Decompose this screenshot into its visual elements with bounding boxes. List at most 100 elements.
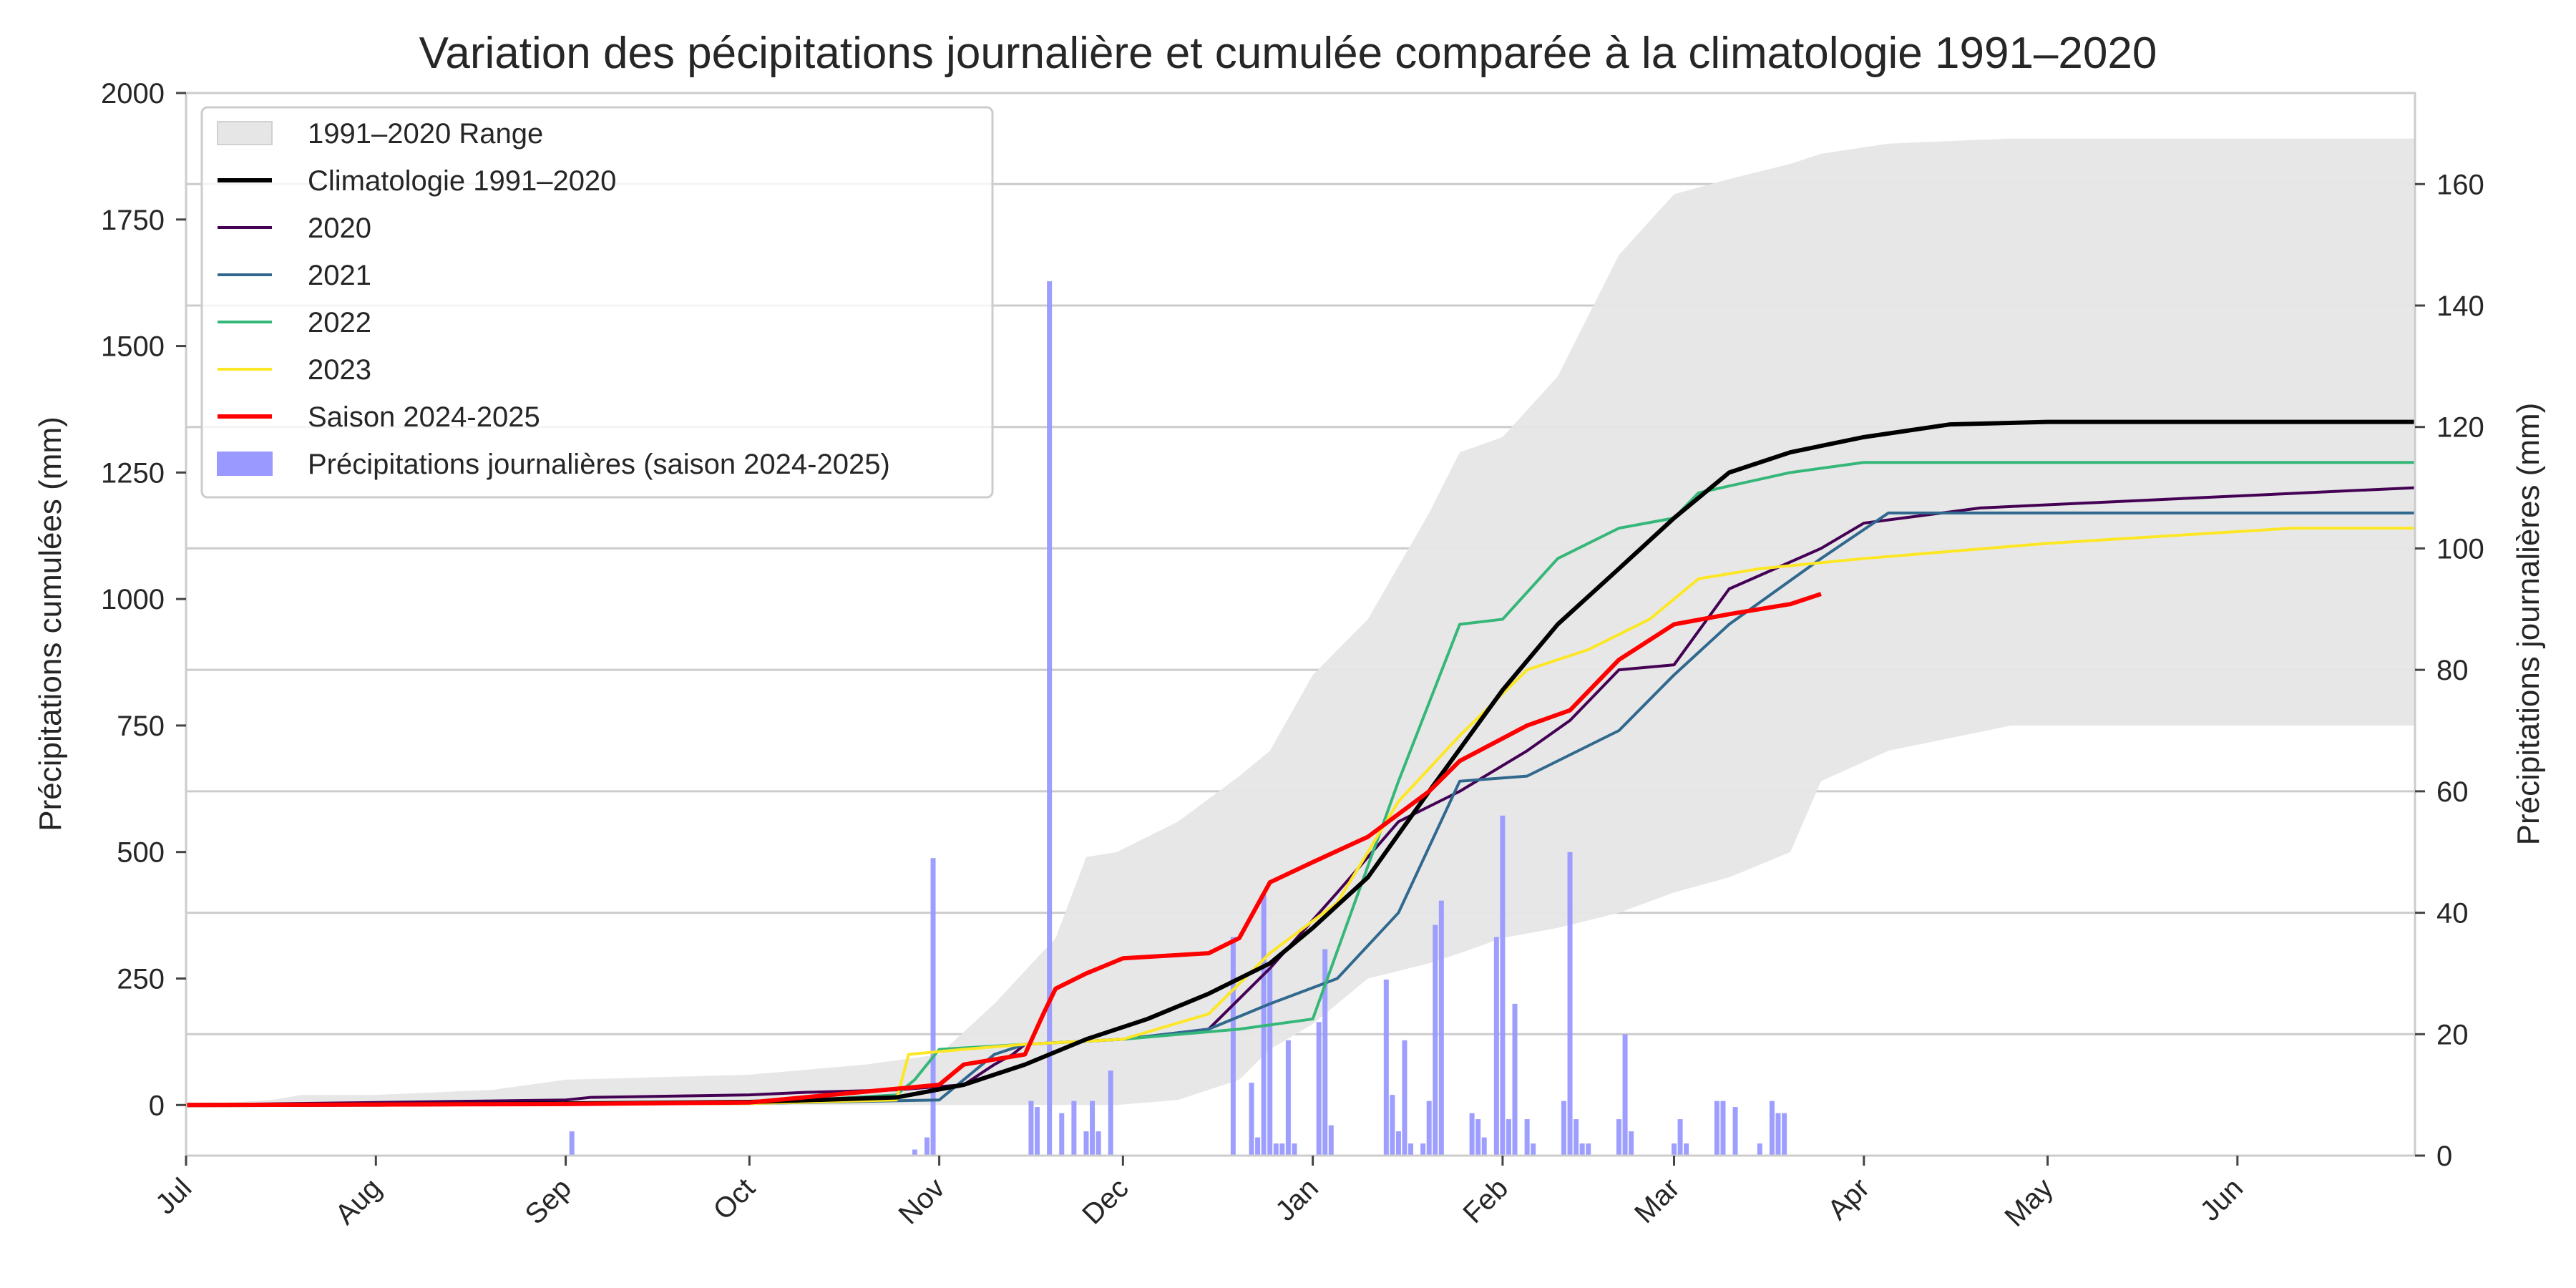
- series-line-3: [185, 461, 2415, 1107]
- series-lines-layer: [185, 419, 2416, 1108]
- daily-bar: [1059, 1113, 1065, 1156]
- daily-bar: [1071, 1101, 1077, 1156]
- daily-bar: [1433, 924, 1438, 1156]
- y-tick-label: 1750: [101, 205, 165, 236]
- daily-bar: [1481, 1137, 1487, 1156]
- y2-tick-label: 60: [2436, 776, 2469, 808]
- daily-bar: [1493, 937, 1499, 1156]
- y2-tick-label: 0: [2436, 1141, 2452, 1172]
- daily-bar: [1579, 1143, 1585, 1156]
- legend-label: Précipitations journalières (saison 2024…: [308, 449, 890, 480]
- y2-tick-label: 160: [2436, 169, 2484, 200]
- daily-bar: [1616, 1119, 1621, 1156]
- daily-bar: [1267, 967, 1273, 1156]
- range-band: [186, 138, 2415, 1106]
- daily-bar: [1420, 1143, 1426, 1156]
- daily-bar: [1035, 1107, 1040, 1156]
- daily-bar: [1629, 1131, 1634, 1156]
- daily-bar: [1395, 1131, 1401, 1156]
- daily-bar: [1390, 1095, 1395, 1156]
- y-tick-label: 250: [117, 964, 165, 995]
- daily-bar: [1408, 1143, 1414, 1156]
- y2-tick-label: 120: [2436, 412, 2484, 444]
- legend: 1991–2020 Range Climatologie 1991–2020 202…: [200, 106, 994, 499]
- daily-bars-layer: [569, 281, 1787, 1156]
- daily-bar: [1083, 1131, 1089, 1156]
- daily-bar: [1328, 1125, 1334, 1156]
- legend-swatch: [217, 452, 273, 476]
- legend-label: 1991–2020 Range: [308, 118, 543, 150]
- daily-bar: [1677, 1119, 1683, 1156]
- daily-bar: [1567, 852, 1573, 1156]
- daily-bar: [1512, 1003, 1518, 1156]
- daily-bar: [1506, 1119, 1511, 1156]
- daily-bar: [1047, 281, 1053, 1156]
- daily-bar: [1561, 1101, 1566, 1156]
- daily-bar: [1469, 1113, 1475, 1156]
- daily-bar: [1285, 1040, 1291, 1156]
- range-band-layer: [186, 138, 2415, 1106]
- series-line-5: [185, 592, 1822, 1108]
- daily-bar: [1108, 1070, 1113, 1156]
- daily-bar: [1096, 1131, 1101, 1156]
- daily-bar: [930, 858, 936, 1156]
- legend-label: 2023: [308, 354, 371, 386]
- y-tick-label: 500: [117, 837, 165, 869]
- y2-tick-label: 20: [2436, 1019, 2469, 1050]
- y2-tick-label: 140: [2436, 291, 2484, 322]
- y-tick-label: 2000: [101, 78, 165, 109]
- daily-bar: [1720, 1101, 1726, 1156]
- daily-bar: [1574, 1119, 1579, 1156]
- y-axis-right: 0 20 40 60 80 100 120 140 160: [2415, 169, 2484, 1172]
- daily-bar: [1475, 1119, 1481, 1156]
- y-tick-label: 1000: [101, 584, 165, 615]
- y2-tick-label: 80: [2436, 655, 2469, 686]
- daily-bar: [1383, 979, 1389, 1156]
- daily-bar: [1782, 1113, 1787, 1156]
- daily-bar: [1775, 1113, 1781, 1156]
- daily-bar: [1438, 900, 1444, 1156]
- daily-bar: [912, 1149, 917, 1156]
- daily-bar: [1249, 1083, 1254, 1156]
- daily-bar: [1230, 937, 1236, 1156]
- series-line-0: [185, 419, 2415, 1108]
- daily-bar: [1090, 1101, 1096, 1156]
- plot-frame: [185, 92, 2416, 1157]
- daily-bar: [1255, 1137, 1261, 1156]
- daily-bar: [1769, 1101, 1775, 1156]
- legend-label: Climatologie 1991–2020: [308, 165, 616, 197]
- daily-bar: [1622, 1034, 1628, 1156]
- series-line-4: [185, 527, 2415, 1107]
- y-tick-label: 1500: [101, 331, 165, 363]
- series-line-1: [185, 486, 2416, 1107]
- daily-bar: [1586, 1143, 1591, 1156]
- daily-bar: [1402, 1040, 1407, 1156]
- daily-bar: [1684, 1143, 1689, 1156]
- daily-bar: [1279, 1143, 1285, 1156]
- daily-bar: [1028, 1101, 1034, 1156]
- daily-bar: [1672, 1143, 1677, 1156]
- daily-bar: [1292, 1143, 1297, 1156]
- legend-label: 2021: [308, 260, 371, 291]
- y-tick-label: 750: [117, 711, 165, 742]
- daily-bar: [1714, 1101, 1719, 1156]
- y-tick-label: 1250: [101, 457, 165, 489]
- daily-bar: [1524, 1119, 1530, 1156]
- daily-bar: [1322, 949, 1328, 1156]
- y-axis-label: Précipitations cumulées (mm): [33, 416, 68, 831]
- legend-label: Saison 2024-2025: [308, 401, 540, 433]
- legend-swatch: [217, 121, 273, 145]
- y-axis-left: 0 250 500 750 1000 1250 1500 1750 2000: [101, 78, 186, 1121]
- daily-bar: [1757, 1143, 1762, 1156]
- y2-tick-label: 100: [2436, 533, 2484, 565]
- legend-box: [200, 106, 994, 499]
- legend-label: 2022: [308, 307, 371, 338]
- daily-bar: [924, 1137, 930, 1156]
- y2-tick-label: 40: [2436, 898, 2469, 930]
- legend-label: 2020: [308, 213, 371, 244]
- daily-bar: [1732, 1107, 1738, 1156]
- daily-bar: [569, 1131, 575, 1156]
- daily-bar: [1316, 1022, 1322, 1156]
- chart-title: Variation des pécipitations journalière …: [419, 29, 2157, 78]
